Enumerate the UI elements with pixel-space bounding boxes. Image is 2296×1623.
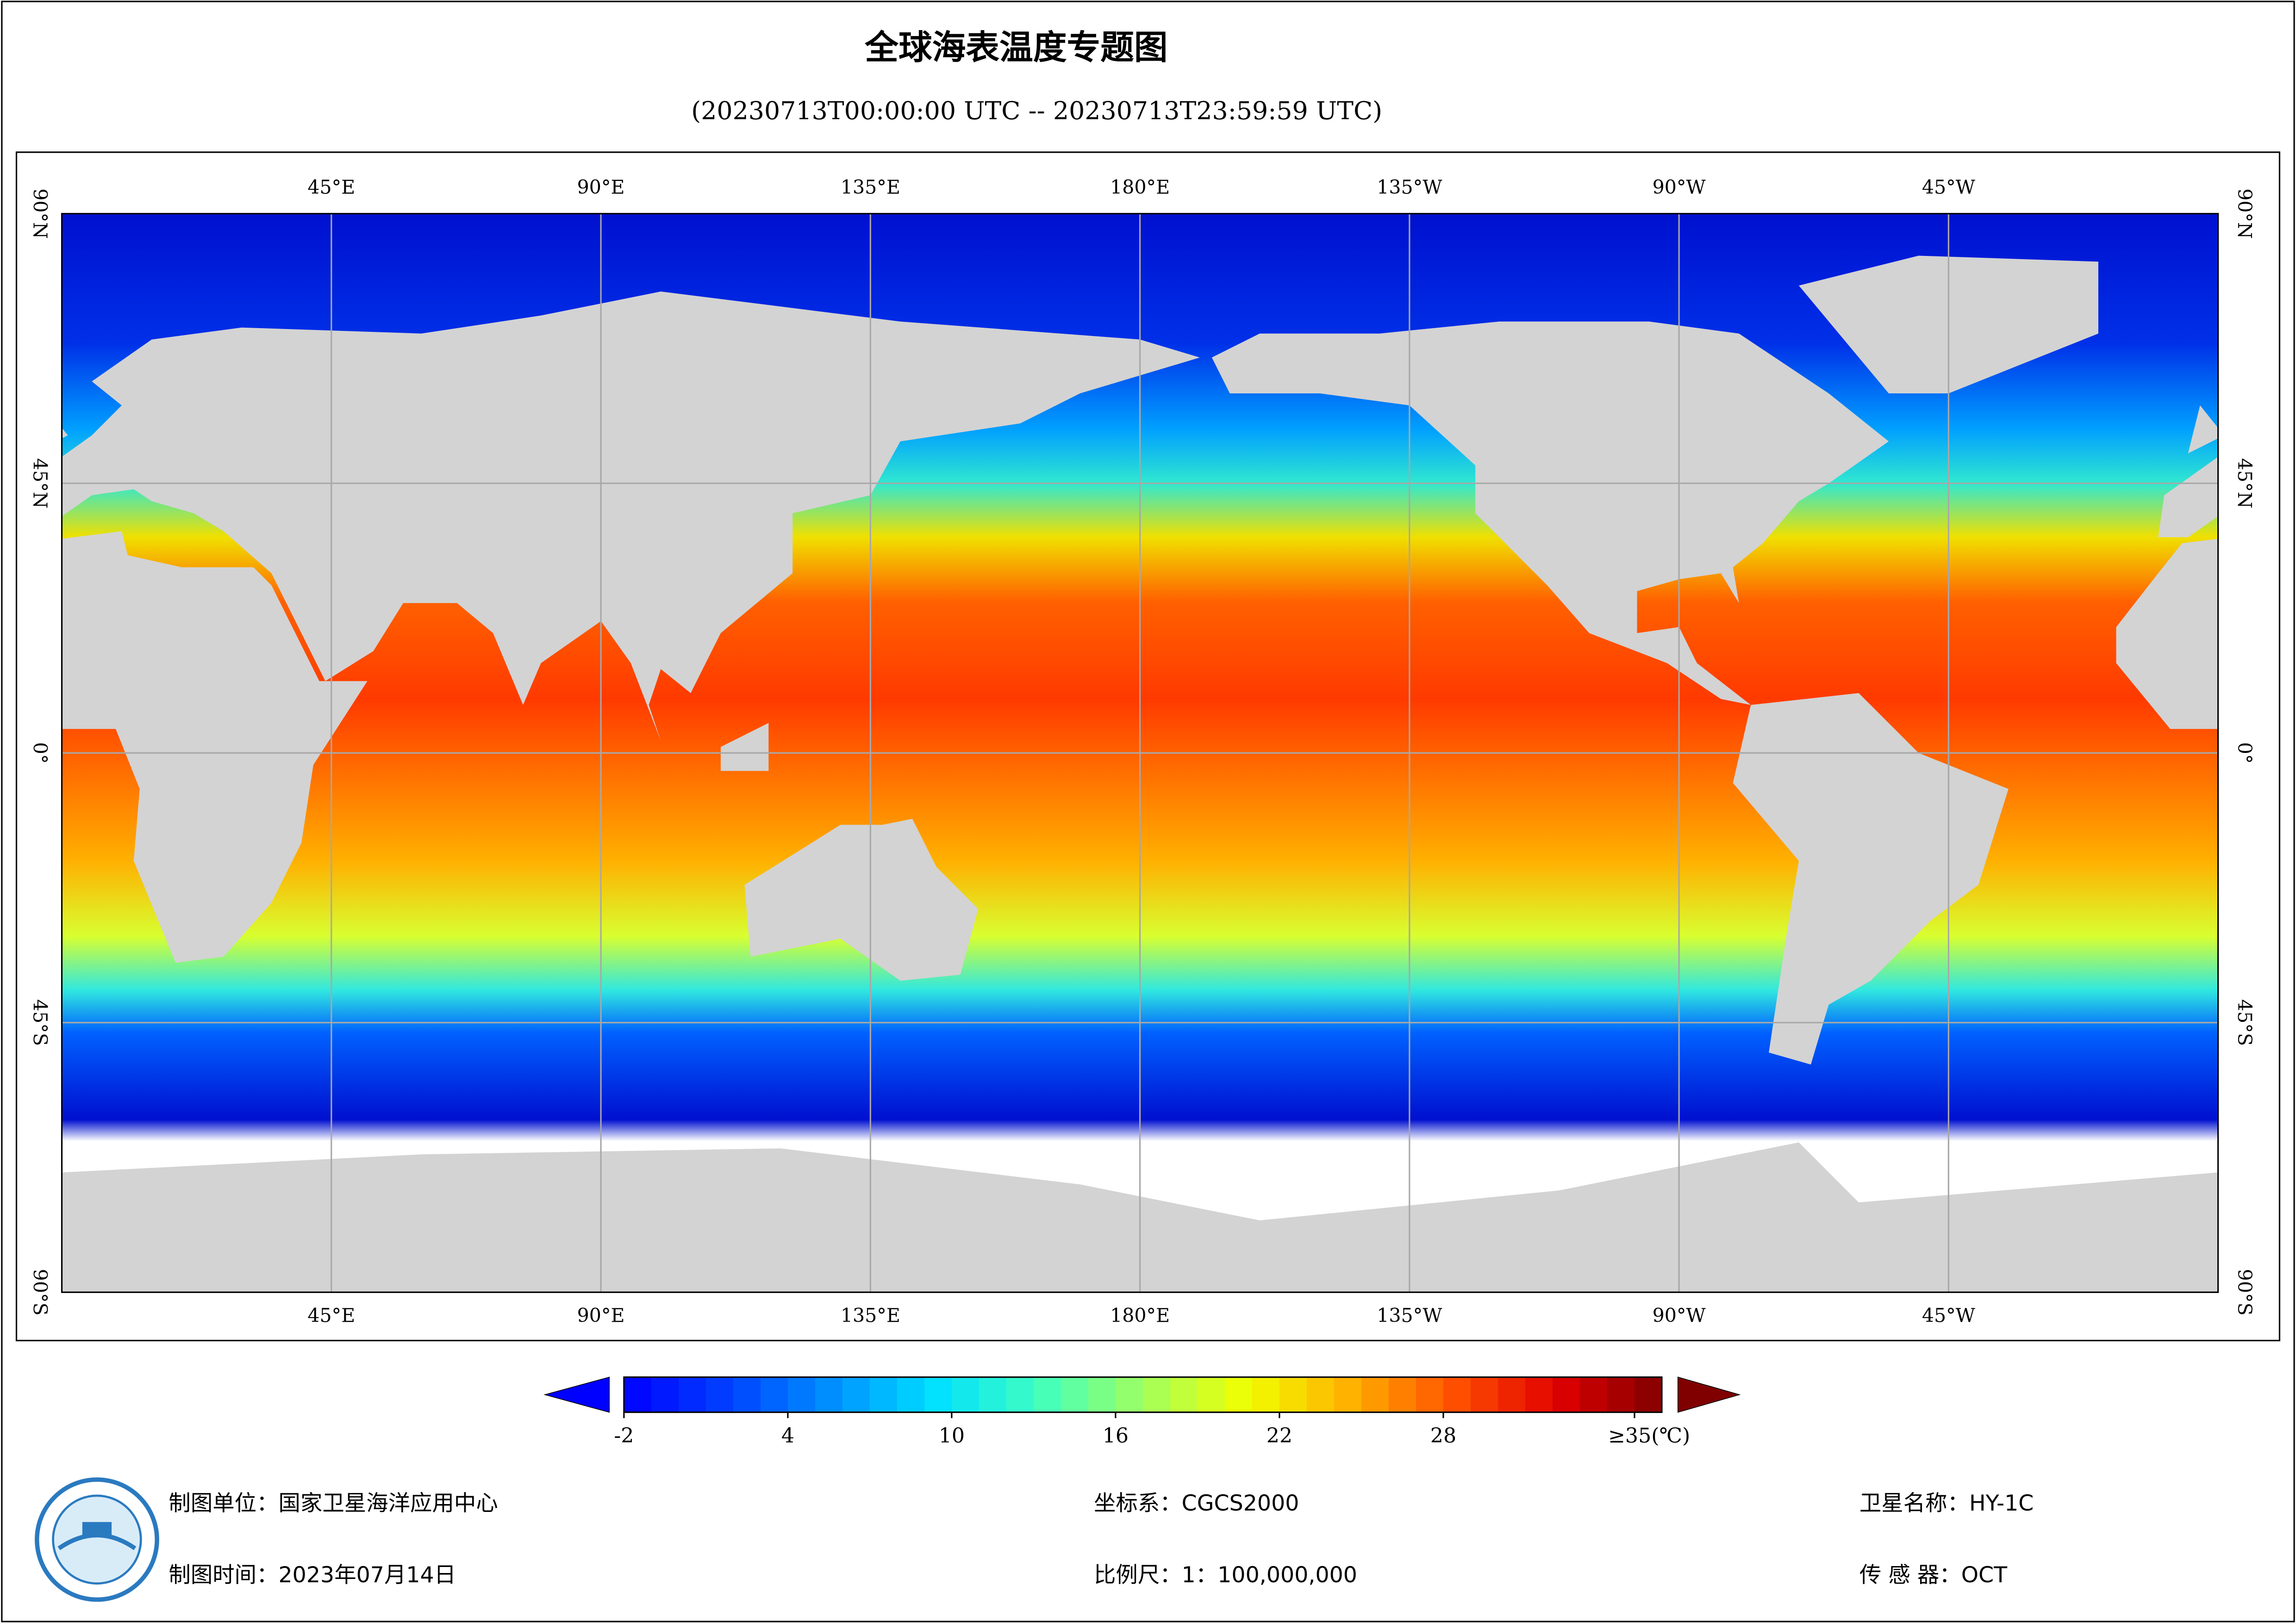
colorbar-swatch [1334,1377,1362,1412]
lon-label-top: 135°W [1377,176,1442,198]
colorbar-swatch [1279,1377,1308,1412]
footer-scale: 比例尺：1：100,000,000 [1094,1562,1357,1588]
colorbar-swatch [1061,1377,1089,1412]
lon-label-top: 135°E [841,176,900,198]
colorbar-swatch [842,1377,871,1412]
land-shape [1211,321,1889,705]
colorbar-border [623,1376,1663,1413]
colorbar-swatch [1497,1377,1526,1412]
graticule [62,213,2218,1293]
lat-label-right: 90°N [2234,188,2256,239]
lon-label-top: 90°W [1653,176,1706,198]
colorbar-tick-label: ≥35(℃) [1608,1424,1690,1448]
colorbar-swatch [1525,1377,1554,1412]
colorbar-swatch [1634,1377,1663,1412]
colorbar-swatch [1006,1377,1035,1412]
map-subtitle: (20230713T00:00:00 UTC -- 20230713T23:59… [691,96,1382,125]
colorbar-tick-label: 4 [781,1424,794,1448]
colorbar-swatch [869,1377,898,1412]
lat-label-right: 45°S [2234,999,2256,1046]
colorbar-swatch [1388,1377,1417,1412]
colorbar-swatch [678,1377,707,1412]
colorbar-swatch [1470,1377,1499,1412]
land-shape [1733,693,2009,1065]
lon-label-top: 90°E [577,176,625,198]
colorbar-swatch [1115,1377,1144,1412]
colorbar-swatch [897,1377,925,1412]
colorbar-tick-label: 22 [1267,1424,1292,1448]
graticule-labels: 45°E 45°E 90°E 90°E 135°E 135°E 180°E 180°E 135°… [29,176,2255,1326]
footer-time: 制图时间：2023年07月14日 [168,1562,456,1588]
colorbar-swatch [1224,1377,1253,1412]
lat-label-left: 90°N [29,188,51,239]
colorbar-swatch [760,1377,789,1412]
footer-satellite: 卫星名称：HY-1C [1859,1491,2034,1516]
colorbar-swatch [1142,1377,1171,1412]
colorbar-swatch [1607,1377,1635,1412]
lat-label-right: 45°N [2234,458,2256,509]
colorbar-swatch [787,1377,816,1412]
lat-label-left: 45°N [29,458,51,509]
land-shape [62,428,68,439]
colorbar-tick-label: 10 [939,1424,965,1448]
lon-label-bottom: 45°W [1922,1305,1976,1327]
colorbar-swatch [1170,1377,1198,1412]
colorbar-swatch [705,1377,734,1412]
map-area [62,213,2218,1293]
colorbar-tick-label: 28 [1430,1424,1456,1448]
colorbar-swatch [1416,1377,1444,1412]
footer-sensor: 传 感 器：OCT [1859,1562,2008,1588]
logo [35,1477,159,1602]
lon-label-bottom: 45°E [307,1305,355,1327]
colorbar-swatch [1088,1377,1117,1412]
lat-label-left: 0° [29,742,51,764]
colorbar-under-arrow [543,1376,610,1413]
land-shape [2158,457,2218,537]
colorbar-swatch [624,1377,652,1412]
colorbar-swatch [1252,1377,1280,1412]
land-shape [62,531,368,963]
land-shape [62,291,1200,741]
colorbar-swatch [951,1377,980,1412]
footer-crs: 坐标系：CGCS2000 [1094,1491,1299,1516]
lat-label-left: 45°S [29,999,51,1046]
map-frame [15,151,2281,1342]
colorbar-swatch [1361,1377,1390,1412]
colorbar-tick-label: -2 [614,1424,634,1448]
colorbar-swatch [1552,1377,1581,1412]
colorbar-swatch [733,1377,761,1412]
colorbar-swatch [815,1377,843,1412]
lon-label-top: 45°E [307,176,355,198]
colorbar-swatch [1033,1377,1062,1412]
lon-label-bottom: 90°W [1653,1305,1706,1327]
colorbar-swatch [1579,1377,1608,1412]
colorbar-swatch [1197,1377,1226,1412]
land-shape [720,723,769,771]
colorbar-swatch [651,1377,680,1412]
lon-label-bottom: 135°E [841,1305,900,1327]
lat-label-left: 90°S [29,1269,51,1316]
lon-label-top: 180°E [1110,176,1170,198]
colorbar: -2 4 10 16 22 28 ≥35(℃) [543,1376,1741,1448]
colorbar-swatch [924,1377,953,1412]
lon-label-top: 45°W [1922,176,1976,198]
colorbar-tick-label: 16 [1103,1424,1129,1448]
lon-label-bottom: 180°E [1110,1305,1170,1327]
land-shape [2116,539,2218,729]
land-shape [2188,405,2218,454]
map-title: 全球海表温度专题图 [864,28,1167,68]
map-border [61,213,2219,1293]
lon-label-bottom: 90°E [577,1305,625,1327]
colorbar-swatch [979,1377,1007,1412]
land-shape [744,819,979,981]
colorbar-swatch [1443,1377,1472,1412]
colorbar-over-arrow [1677,1376,1741,1413]
footer-unit: 制图单位：国家卫星海洋应用中心 [168,1491,498,1516]
lat-label-right: 0° [2234,742,2256,764]
colorbar-swatch [1306,1377,1335,1412]
lat-label-right: 90°S [2234,1269,2256,1316]
lon-label-bottom: 135°W [1377,1305,1442,1327]
